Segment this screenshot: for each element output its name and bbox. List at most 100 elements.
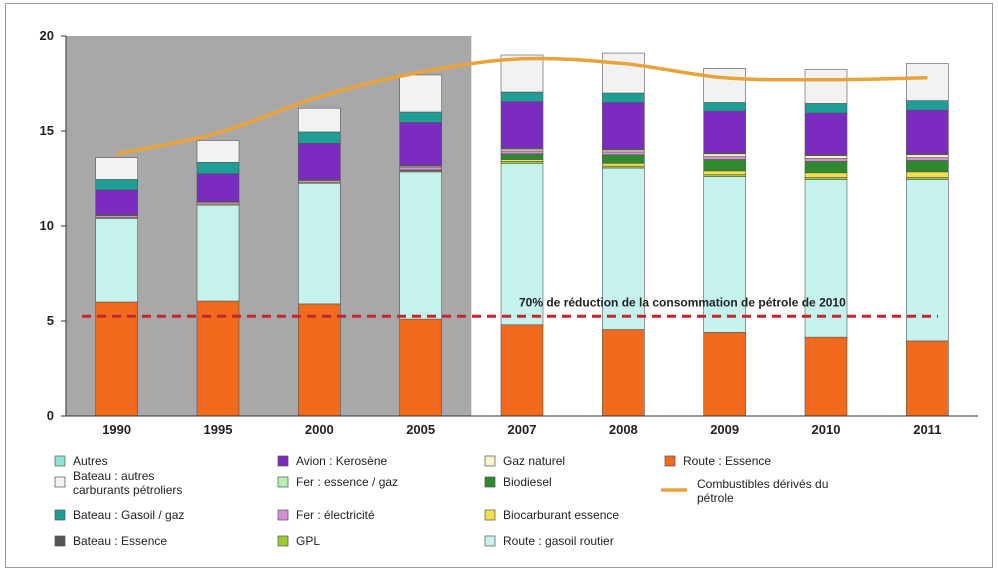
y-tick-label: 5 bbox=[47, 313, 54, 328]
bar-segment-bateau-gasoil-gaz bbox=[500, 91, 544, 102]
legend-label-avion-kerosene: Avion : Kerosène bbox=[296, 454, 387, 468]
bar-segment-biodiesel bbox=[804, 161, 848, 174]
bar-segment-bateau-gasoil-gaz bbox=[298, 131, 341, 144]
bar-segment-route-essence bbox=[804, 336, 848, 417]
bar-segment-fer-electricite bbox=[500, 150, 544, 155]
bar-segment-avion-kerosene bbox=[95, 189, 138, 215]
x-tick-label: 2009 bbox=[710, 422, 739, 437]
bar-segment-gaz-naturel bbox=[703, 153, 746, 157]
legend-label-biodiesel: Biodiesel bbox=[503, 475, 552, 489]
legend-label-fer-electricite: Fer : électricité bbox=[296, 508, 375, 522]
bar-segment-fer-electricite bbox=[399, 166, 442, 171]
bar-segment-biodiesel bbox=[703, 159, 746, 172]
legend-label-bateau-essence: Bateau : Essence bbox=[73, 534, 167, 548]
bar-segment-fer-electricite bbox=[602, 151, 645, 156]
bar-segment-biodiesel bbox=[602, 154, 645, 164]
legend-swatch-gaz-naturel bbox=[484, 455, 496, 467]
bar-segment-bateau-autres-carburants-petroliers bbox=[703, 68, 746, 103]
bar-segment-route-gasoil-routier bbox=[399, 171, 442, 320]
bar-segment-bateau-gasoil-gaz bbox=[602, 92, 645, 103]
x-tick-label: 2000 bbox=[305, 422, 334, 437]
legend-swatch-bateau-autres-carburants-petroliers bbox=[54, 476, 66, 488]
bar-segment-bateau-autres-carburants-petroliers bbox=[399, 74, 442, 113]
bar-segment-bateau-autres-carburants-petroliers bbox=[804, 68, 848, 104]
bar-segment-route-gasoil-routier bbox=[602, 167, 645, 330]
y-tick-label: 10 bbox=[40, 218, 54, 233]
bar-segment-bateau-gasoil-gaz bbox=[703, 102, 746, 112]
x-tick-label: 2011 bbox=[913, 422, 941, 437]
bar-segment-route-essence bbox=[95, 301, 138, 417]
x-tick-label: 1995 bbox=[204, 422, 233, 437]
legend-swatch-biocarburant-essence bbox=[484, 509, 496, 521]
legend-swatch-bateau-gasoil-gaz bbox=[54, 509, 66, 521]
legend-label-fer-essence-gaz: Fer : essence / gaz bbox=[296, 475, 398, 489]
bar-segment-gaz-naturel bbox=[804, 155, 848, 159]
bar-segment-bateau-autres-carburants-petroliers bbox=[95, 157, 138, 180]
bar-segment-route-essence bbox=[298, 303, 341, 417]
legend-label-biocarburant-essence: Biocarburant essence bbox=[503, 508, 619, 522]
bar-segment-route-essence bbox=[196, 300, 240, 417]
bar-segment-gaz-naturel bbox=[906, 154, 949, 158]
x-tick-label: 2008 bbox=[609, 422, 638, 437]
legend-swatch-gpl bbox=[277, 535, 289, 547]
legend-label-gpl: GPL bbox=[296, 534, 320, 548]
bar-segment-route-gasoil-routier bbox=[804, 179, 848, 338]
bar-segment-route-essence bbox=[399, 318, 442, 417]
bar-segment-biocarburant-essence bbox=[602, 163, 645, 167]
legend-label-bateau-gasoil-gaz: Bateau : Gasoil / gaz bbox=[73, 508, 184, 522]
x-tick-label: 2010 bbox=[812, 422, 841, 437]
bar-segment-bateau-gasoil-gaz bbox=[804, 103, 848, 114]
x-tick-label: 2007 bbox=[508, 422, 537, 437]
legend-swatch-biodiesel bbox=[484, 476, 496, 488]
bar-segment-biocarburant-essence bbox=[804, 172, 848, 178]
x-tick-label: 2005 bbox=[406, 422, 435, 437]
legend-swatch-route-gasoil-routier bbox=[484, 535, 496, 547]
bar-segment-bateau-gasoil-gaz bbox=[399, 111, 442, 123]
bar-segment-fer-electricite bbox=[703, 156, 746, 160]
bar-segment-fer-electricite bbox=[906, 157, 949, 161]
bar-segment-bateau-gasoil-gaz bbox=[906, 100, 949, 111]
legend-label-gaz-naturel: Gaz naturel bbox=[503, 454, 565, 468]
legend-label-autres: Autres bbox=[73, 454, 108, 468]
y-tick-label: 15 bbox=[40, 123, 54, 138]
bar-segment-biodiesel bbox=[906, 160, 949, 173]
y-tick-label: 20 bbox=[40, 28, 54, 43]
bar-segment-bateau-autres-carburants-petroliers bbox=[298, 107, 341, 133]
bar-segment-bateau-autres-carburants-petroliers bbox=[602, 52, 645, 94]
bar-segment-fer-electricite bbox=[804, 158, 848, 162]
bar-segment-avion-kerosene bbox=[500, 101, 544, 149]
bar-segment-route-essence bbox=[602, 329, 645, 417]
bar-segment-bateau-gasoil-gaz bbox=[196, 162, 240, 175]
bar-segment-route-gasoil-routier bbox=[95, 218, 138, 303]
bar-segment-avion-kerosene bbox=[703, 110, 746, 154]
bar-segment-route-essence bbox=[906, 340, 949, 417]
bar-segment-route-essence bbox=[500, 324, 544, 417]
bar-segment-bateau-autres-carburants-petroliers bbox=[196, 140, 240, 163]
bar-segment-biocarburant-essence bbox=[906, 171, 949, 178]
legend-swatch-bateau-essence bbox=[54, 535, 66, 547]
bar-segment-avion-kerosene bbox=[196, 173, 240, 202]
bar-segment-bateau-autres-carburants-petroliers bbox=[906, 63, 949, 101]
bar-segment-avion-kerosene bbox=[298, 143, 341, 180]
bar-segment-bateau-gasoil-gaz bbox=[95, 179, 138, 191]
bar-segment-biocarburant-essence bbox=[703, 170, 746, 175]
bar-segment-route-gasoil-routier bbox=[298, 182, 341, 305]
legend-label-route-essence: Route : Essence bbox=[683, 454, 771, 468]
bar-segment-avion-kerosene bbox=[399, 122, 442, 166]
x-tick-label: 1990 bbox=[102, 422, 131, 437]
legend-swatch-avion-kerosene bbox=[277, 455, 289, 467]
legend-label-route-gasoil-routier: Route : gasoil routier bbox=[503, 534, 614, 548]
legend-swatch-autres bbox=[54, 455, 66, 467]
legend-label-combustibles-derives-du-petrole: Combustibles dérivés du pétrole bbox=[697, 477, 828, 505]
legend-label-bateau-autres-carburants-petroliers: Bateau : autres carburants pétroliers bbox=[73, 469, 182, 497]
bar-segment-biodiesel bbox=[500, 153, 544, 160]
bar-segment-avion-kerosene bbox=[804, 112, 848, 156]
bar-segment-avion-kerosene bbox=[906, 109, 949, 155]
legend-swatch-fer-essence-gaz bbox=[277, 476, 289, 488]
legend-swatch-route-essence bbox=[664, 455, 676, 467]
bar-segment-route-gasoil-routier bbox=[703, 176, 746, 333]
bar-segment-avion-kerosene bbox=[602, 102, 645, 150]
bar-segment-route-gasoil-routier bbox=[196, 204, 240, 302]
reference-line-label: 70% de réduction de la consommation de p… bbox=[519, 295, 846, 309]
